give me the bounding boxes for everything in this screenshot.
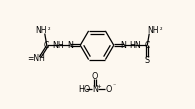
Text: ₂: ₂ (47, 26, 50, 31)
Text: ₂: ₂ (160, 26, 162, 31)
Text: +: + (97, 84, 101, 89)
Text: HN: HN (129, 41, 141, 50)
Text: ⁻: ⁻ (112, 85, 115, 90)
Text: NH: NH (35, 26, 47, 35)
Text: =NH: =NH (27, 54, 45, 63)
Text: C: C (44, 41, 49, 50)
Text: NH: NH (53, 41, 64, 50)
Text: N: N (67, 41, 73, 50)
Text: C: C (145, 41, 150, 50)
Text: S: S (145, 56, 150, 65)
Text: N: N (92, 85, 98, 94)
Text: O: O (92, 72, 98, 81)
Text: N: N (121, 41, 127, 50)
Text: NH: NH (147, 26, 159, 35)
Text: O: O (106, 85, 112, 94)
Text: HO: HO (78, 85, 90, 94)
